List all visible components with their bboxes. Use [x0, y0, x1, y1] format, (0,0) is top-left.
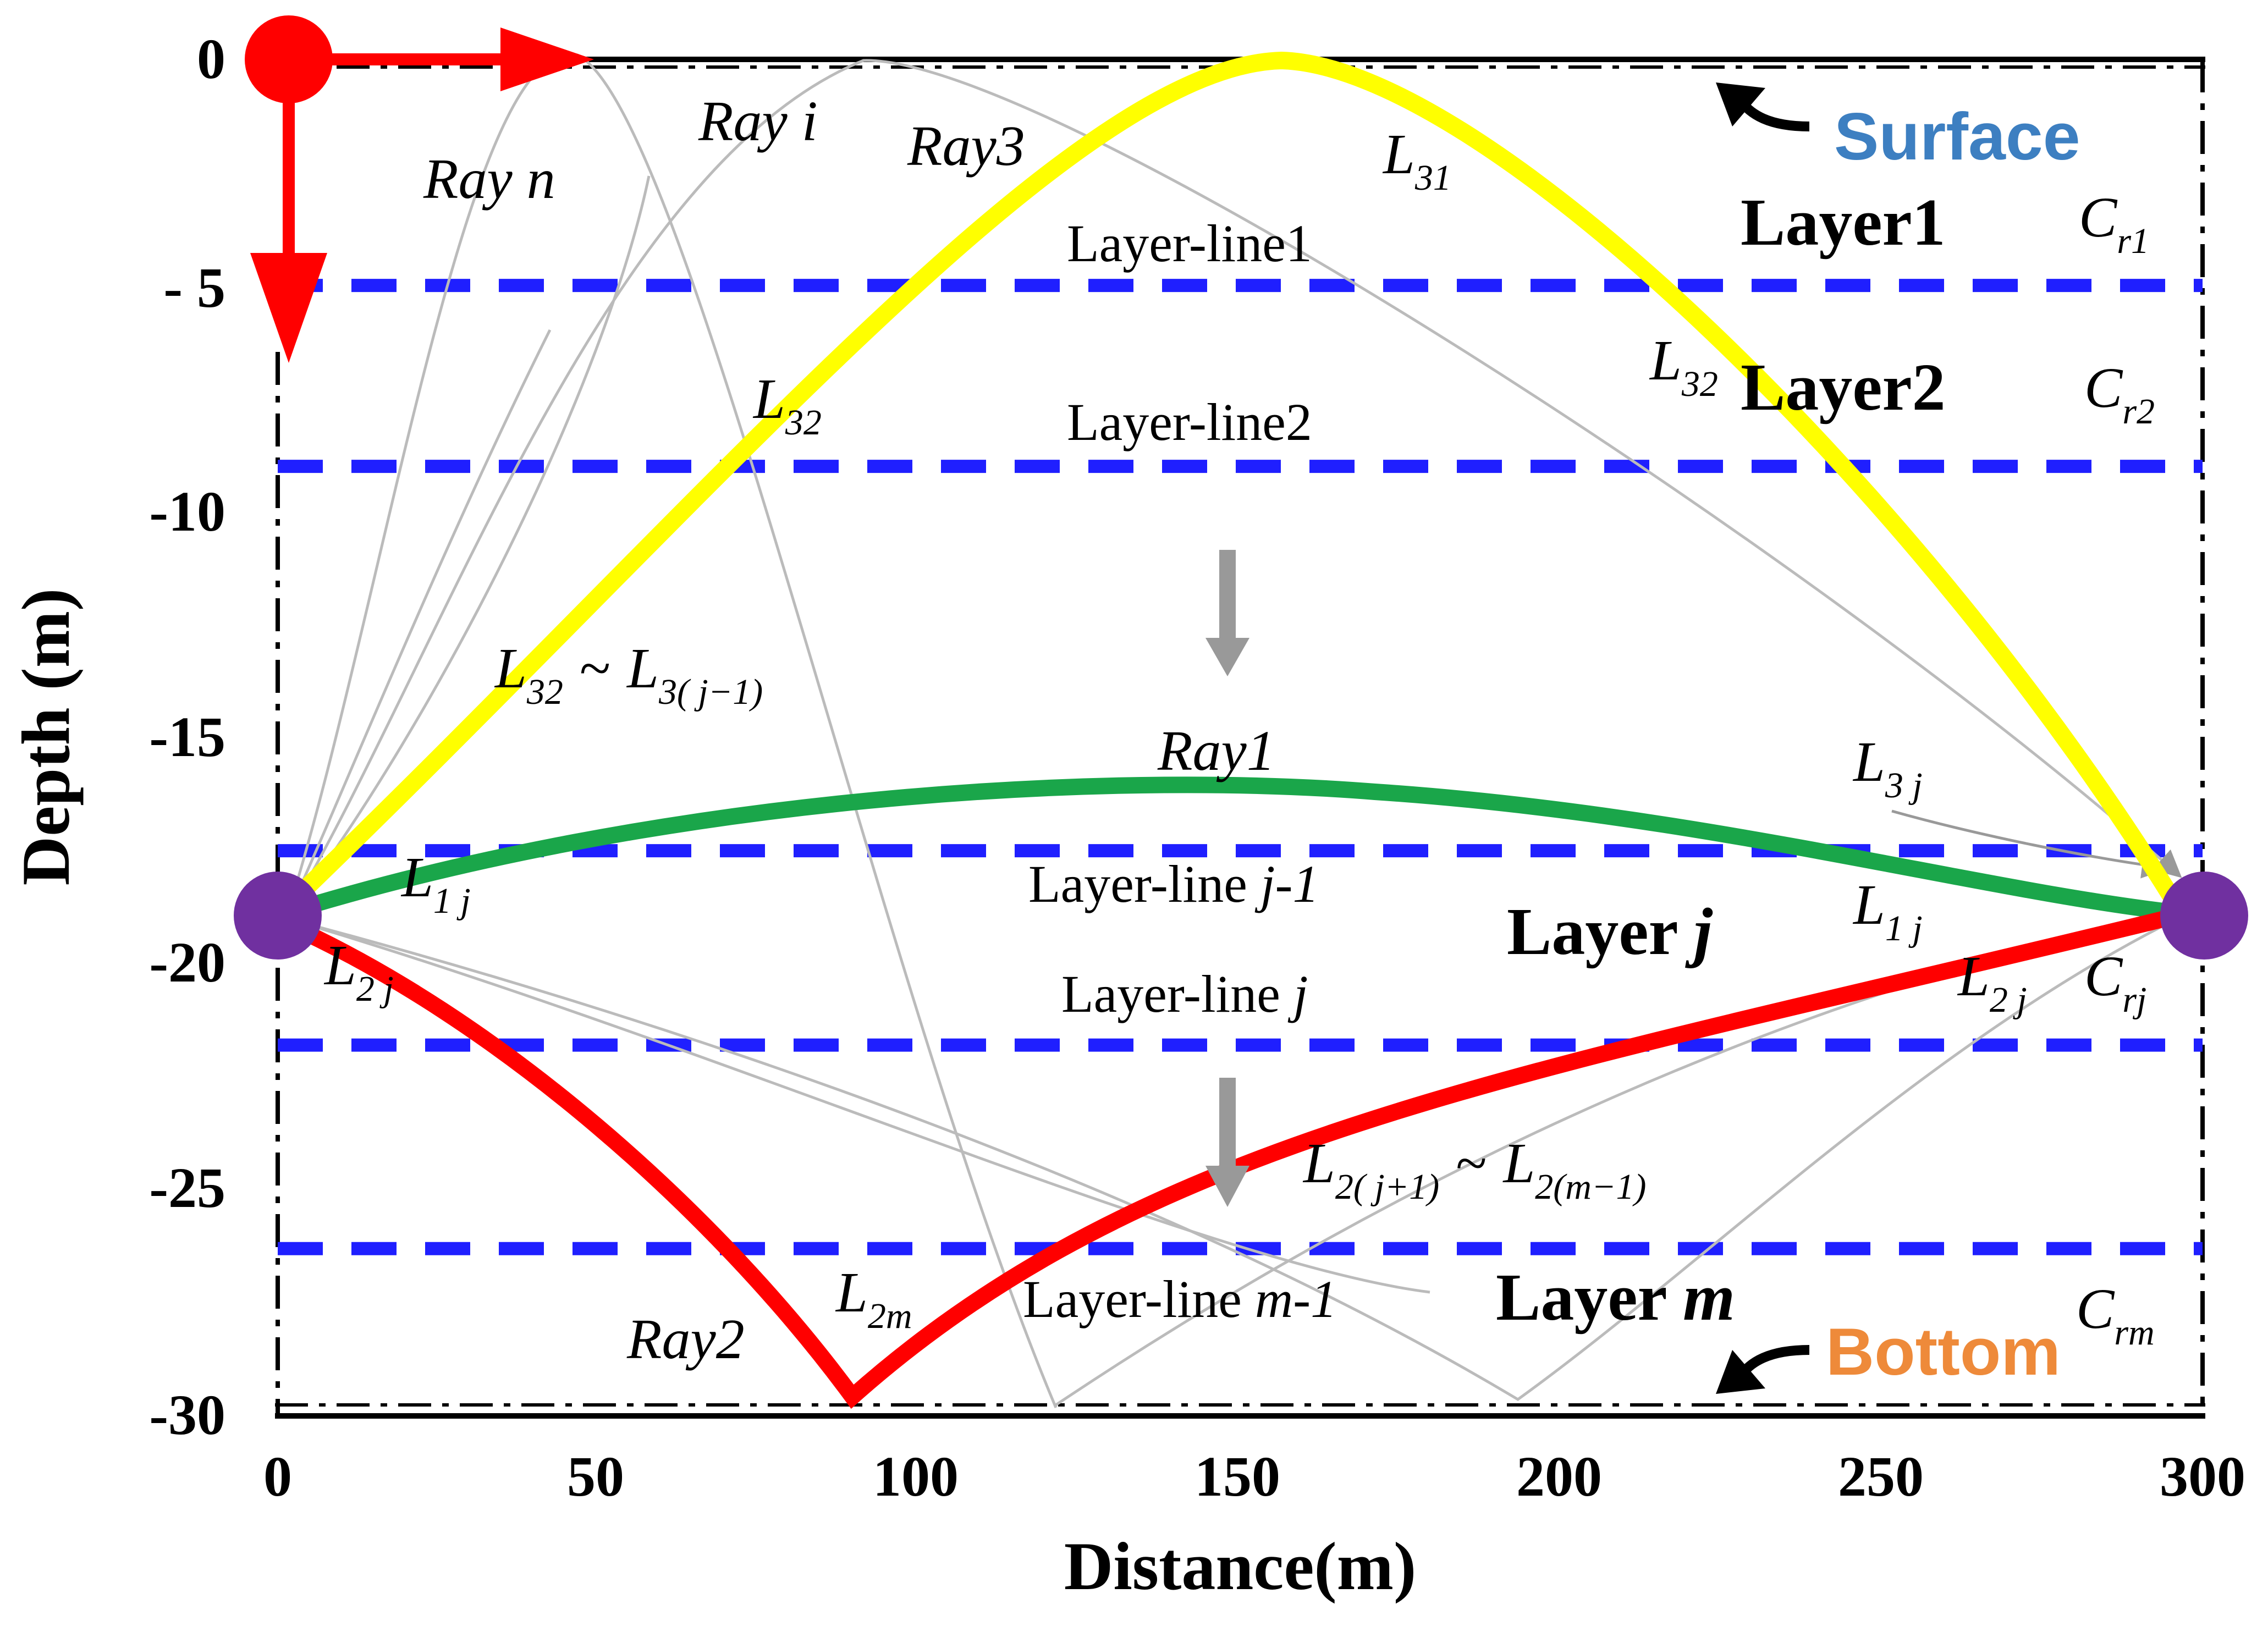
y-tick-label: -25 — [149, 1156, 225, 1220]
y-axis-title: Depth (m) — [8, 588, 84, 886]
coordinate-origin — [245, 15, 594, 363]
layer-j-prefix: Layer — [1507, 895, 1694, 969]
ray-i-path — [284, 59, 2182, 919]
x-tick-label: 50 — [567, 1445, 624, 1508]
surface-pointer-icon — [1716, 82, 1810, 131]
layer-line2-label: Layer-line2 — [1067, 393, 1312, 451]
crm-label: Crm — [2076, 1277, 2155, 1353]
ray1-label: Ray1 — [1157, 719, 1275, 782]
layer-m-label: Layer m — [1496, 1260, 1735, 1335]
L3j-label: L3 j — [1852, 730, 1923, 806]
ray2-label: Ray2 — [626, 1308, 745, 1371]
x-tick-label: 200 — [1516, 1445, 1602, 1508]
layer2-label: Layer2 — [1741, 350, 1946, 424]
x-tick-label: 250 — [1838, 1445, 1924, 1508]
source-marker — [234, 872, 322, 960]
x-tick-label: 150 — [1194, 1445, 1280, 1508]
ray-bottom-gray-3 — [285, 917, 1430, 1294]
crj-label: Crj — [2084, 945, 2146, 1020]
L1j-right-label: L1 j — [1852, 873, 1923, 949]
layer1-label: Layer1 — [1741, 185, 1946, 260]
y-arrowhead — [250, 253, 327, 363]
layer-m-prefix: Layer — [1496, 1260, 1683, 1335]
layer-j-label: Layer j — [1507, 895, 1713, 969]
ray1-path — [278, 776, 2186, 921]
bottom-label: Bottom — [1826, 1314, 2061, 1389]
ray-n-label: Ray n — [423, 147, 555, 211]
layer-line-j-1-label: Layer-line j-1 — [1028, 854, 1319, 913]
L31-label: L31 — [1382, 123, 1451, 198]
y-tick-labels: 0 - 5 -10 -15 -20 -25 -30 — [149, 27, 225, 1447]
L32-right-label: L32 — [1649, 329, 1718, 404]
L2j+1-L2m-1-range-label: L2( j+1) ~ L2(m−1) — [1302, 1132, 1646, 1207]
layer-line1-label: Layer-line1 — [1067, 214, 1312, 273]
L2j-right-label: L2 j — [1957, 945, 2027, 1020]
L1j-left-label: L1 j — [400, 846, 471, 921]
y-tick-label: -30 — [149, 1383, 225, 1447]
ray-i-label: Ray i — [698, 90, 818, 153]
ray-left-fan-b — [284, 329, 552, 919]
ray-n-path — [284, 52, 1058, 1408]
x-arrowhead — [500, 27, 594, 91]
cr1-label: Cr1 — [2079, 186, 2149, 261]
x-tick-label: 300 — [2160, 1445, 2245, 1508]
y-tick-label: -15 — [149, 705, 225, 769]
ray-left-fan-a — [285, 175, 651, 919]
x-tick-label: 0 — [263, 1445, 292, 1508]
y-tick-label: -10 — [149, 480, 225, 543]
L32-left-label: L32 — [752, 367, 822, 443]
layer-m-var: m — [1683, 1260, 1735, 1335]
receiver-marker — [2160, 872, 2248, 960]
x-tick-label: 100 — [873, 1445, 959, 1508]
layer-line-j-label: Layer-line j — [1061, 964, 1308, 1023]
ray3-label: Ray3 — [907, 114, 1025, 178]
downward-arrow-lower — [1205, 1078, 1249, 1207]
x-tick-labels: 0 50 100 150 200 250 300 — [263, 1445, 2245, 1508]
surface-label: Surface — [1834, 99, 2080, 174]
ray-bottom-gray — [285, 917, 2179, 1401]
x-axis-title: Distance(m) — [1064, 1529, 1416, 1604]
y-tick-label: -20 — [149, 931, 225, 994]
L32-L3j-1-range-label: L32 ~ L3( j−1) — [494, 637, 763, 712]
bottom-pointer-icon — [1716, 1345, 1810, 1394]
y-tick-label: 0 — [197, 27, 225, 91]
downward-arrow-upper — [1205, 550, 1249, 676]
ray2-path — [278, 907, 2186, 1409]
layer-lines — [278, 279, 2203, 1255]
cr2-label: Cr2 — [2084, 356, 2155, 432]
l3j-pointer — [1891, 809, 2170, 879]
origin-dot — [245, 15, 333, 103]
L2m-label: L2m — [835, 1261, 912, 1336]
layer-line-m-1-label: Layer-line m-1 — [1023, 1270, 1337, 1328]
y-tick-label: - 5 — [163, 256, 225, 319]
L2j-left-label: L2 j — [323, 934, 394, 1009]
ray3-path — [277, 51, 2187, 916]
